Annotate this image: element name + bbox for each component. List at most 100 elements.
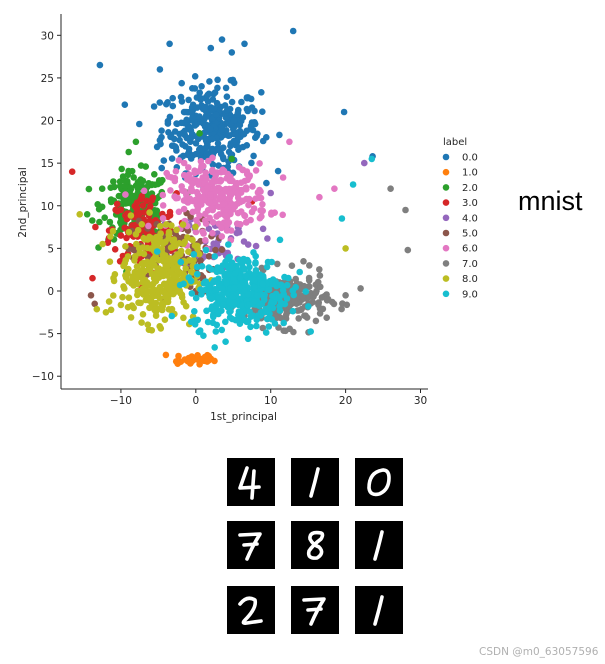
data-point xyxy=(218,326,226,334)
data-point xyxy=(202,246,210,254)
data-point xyxy=(230,117,238,124)
y-tick-label: −5 xyxy=(39,329,54,341)
data-point xyxy=(387,185,394,192)
data-point xyxy=(233,263,240,271)
data-point xyxy=(201,278,209,286)
data-point xyxy=(121,101,129,108)
data-point xyxy=(230,275,237,283)
data-point xyxy=(76,211,83,218)
data-point xyxy=(159,215,167,222)
data-point xyxy=(222,84,230,92)
data-point xyxy=(159,191,167,199)
data-point xyxy=(145,222,152,230)
data-point xyxy=(161,316,169,324)
data-point xyxy=(212,302,220,310)
dataset-title: mnist xyxy=(518,186,583,216)
data-point xyxy=(158,127,165,134)
data-point xyxy=(89,274,96,282)
data-point xyxy=(251,107,258,115)
data-point xyxy=(361,159,368,167)
data-point xyxy=(156,99,164,106)
data-point xyxy=(150,286,157,293)
watermark: CSDN @m0_63057596 xyxy=(479,646,599,658)
data-point xyxy=(227,142,234,150)
data-point xyxy=(256,186,263,194)
data-point xyxy=(276,307,284,314)
digit-image-1 xyxy=(355,521,403,569)
data-point xyxy=(194,205,201,213)
digit-image-8 xyxy=(291,521,339,569)
data-point xyxy=(185,248,192,255)
data-point xyxy=(117,232,125,239)
data-point xyxy=(202,169,209,176)
data-point xyxy=(216,194,224,202)
legend-marker xyxy=(442,290,450,298)
data-point xyxy=(180,205,188,213)
data-point xyxy=(159,250,166,257)
data-point xyxy=(117,301,125,309)
data-point xyxy=(175,208,183,216)
series-9.0 xyxy=(153,155,376,351)
data-point xyxy=(222,212,230,219)
data-point xyxy=(230,125,237,133)
data-point xyxy=(167,131,175,139)
data-point xyxy=(230,79,238,87)
data-point xyxy=(203,175,210,183)
data-point xyxy=(193,104,201,111)
data-point xyxy=(138,319,145,326)
data-point xyxy=(193,197,200,204)
data-point xyxy=(349,181,357,188)
legend-marker xyxy=(442,275,450,282)
data-point xyxy=(196,327,204,334)
data-point xyxy=(177,258,185,266)
data-point xyxy=(176,136,183,144)
data-point xyxy=(257,207,264,214)
data-point xyxy=(116,182,124,190)
data-point xyxy=(242,184,250,191)
data-point xyxy=(157,325,165,332)
data-point xyxy=(150,103,158,110)
data-point xyxy=(113,200,121,208)
data-point xyxy=(155,233,163,240)
data-point xyxy=(289,287,297,295)
y-axis-label: 2nd_principal xyxy=(17,167,29,238)
data-point xyxy=(214,76,221,84)
data-point xyxy=(312,289,320,297)
data-point xyxy=(225,132,232,139)
data-point xyxy=(306,262,313,269)
legend-marker xyxy=(442,199,450,206)
data-point xyxy=(236,283,243,291)
data-point xyxy=(139,277,147,285)
data-point xyxy=(178,79,185,87)
data-point xyxy=(125,265,132,273)
data-point xyxy=(168,312,176,320)
data-point xyxy=(187,268,195,276)
data-point xyxy=(305,274,313,282)
data-point xyxy=(136,249,143,257)
data-point xyxy=(252,242,260,250)
data-point xyxy=(244,335,252,343)
data-point xyxy=(282,311,290,319)
data-point xyxy=(181,127,189,135)
data-point xyxy=(198,263,206,270)
data-point xyxy=(127,314,135,321)
data-point xyxy=(246,308,253,316)
data-point xyxy=(132,231,140,238)
data-point xyxy=(163,221,170,228)
data-point xyxy=(188,290,196,297)
data-point xyxy=(169,243,176,251)
data-point xyxy=(111,246,119,253)
data-point xyxy=(315,301,322,309)
data-point xyxy=(212,188,219,195)
handwritten-digit xyxy=(373,595,384,626)
data-point xyxy=(178,98,186,105)
data-point xyxy=(196,113,203,120)
data-point xyxy=(215,280,223,288)
data-point xyxy=(191,242,199,249)
handwritten-digit xyxy=(238,532,262,561)
data-point xyxy=(187,318,195,326)
legend-marker xyxy=(442,229,450,237)
legend-entry: 1.0 xyxy=(462,168,478,179)
data-point xyxy=(230,137,238,145)
data-point xyxy=(219,285,226,293)
